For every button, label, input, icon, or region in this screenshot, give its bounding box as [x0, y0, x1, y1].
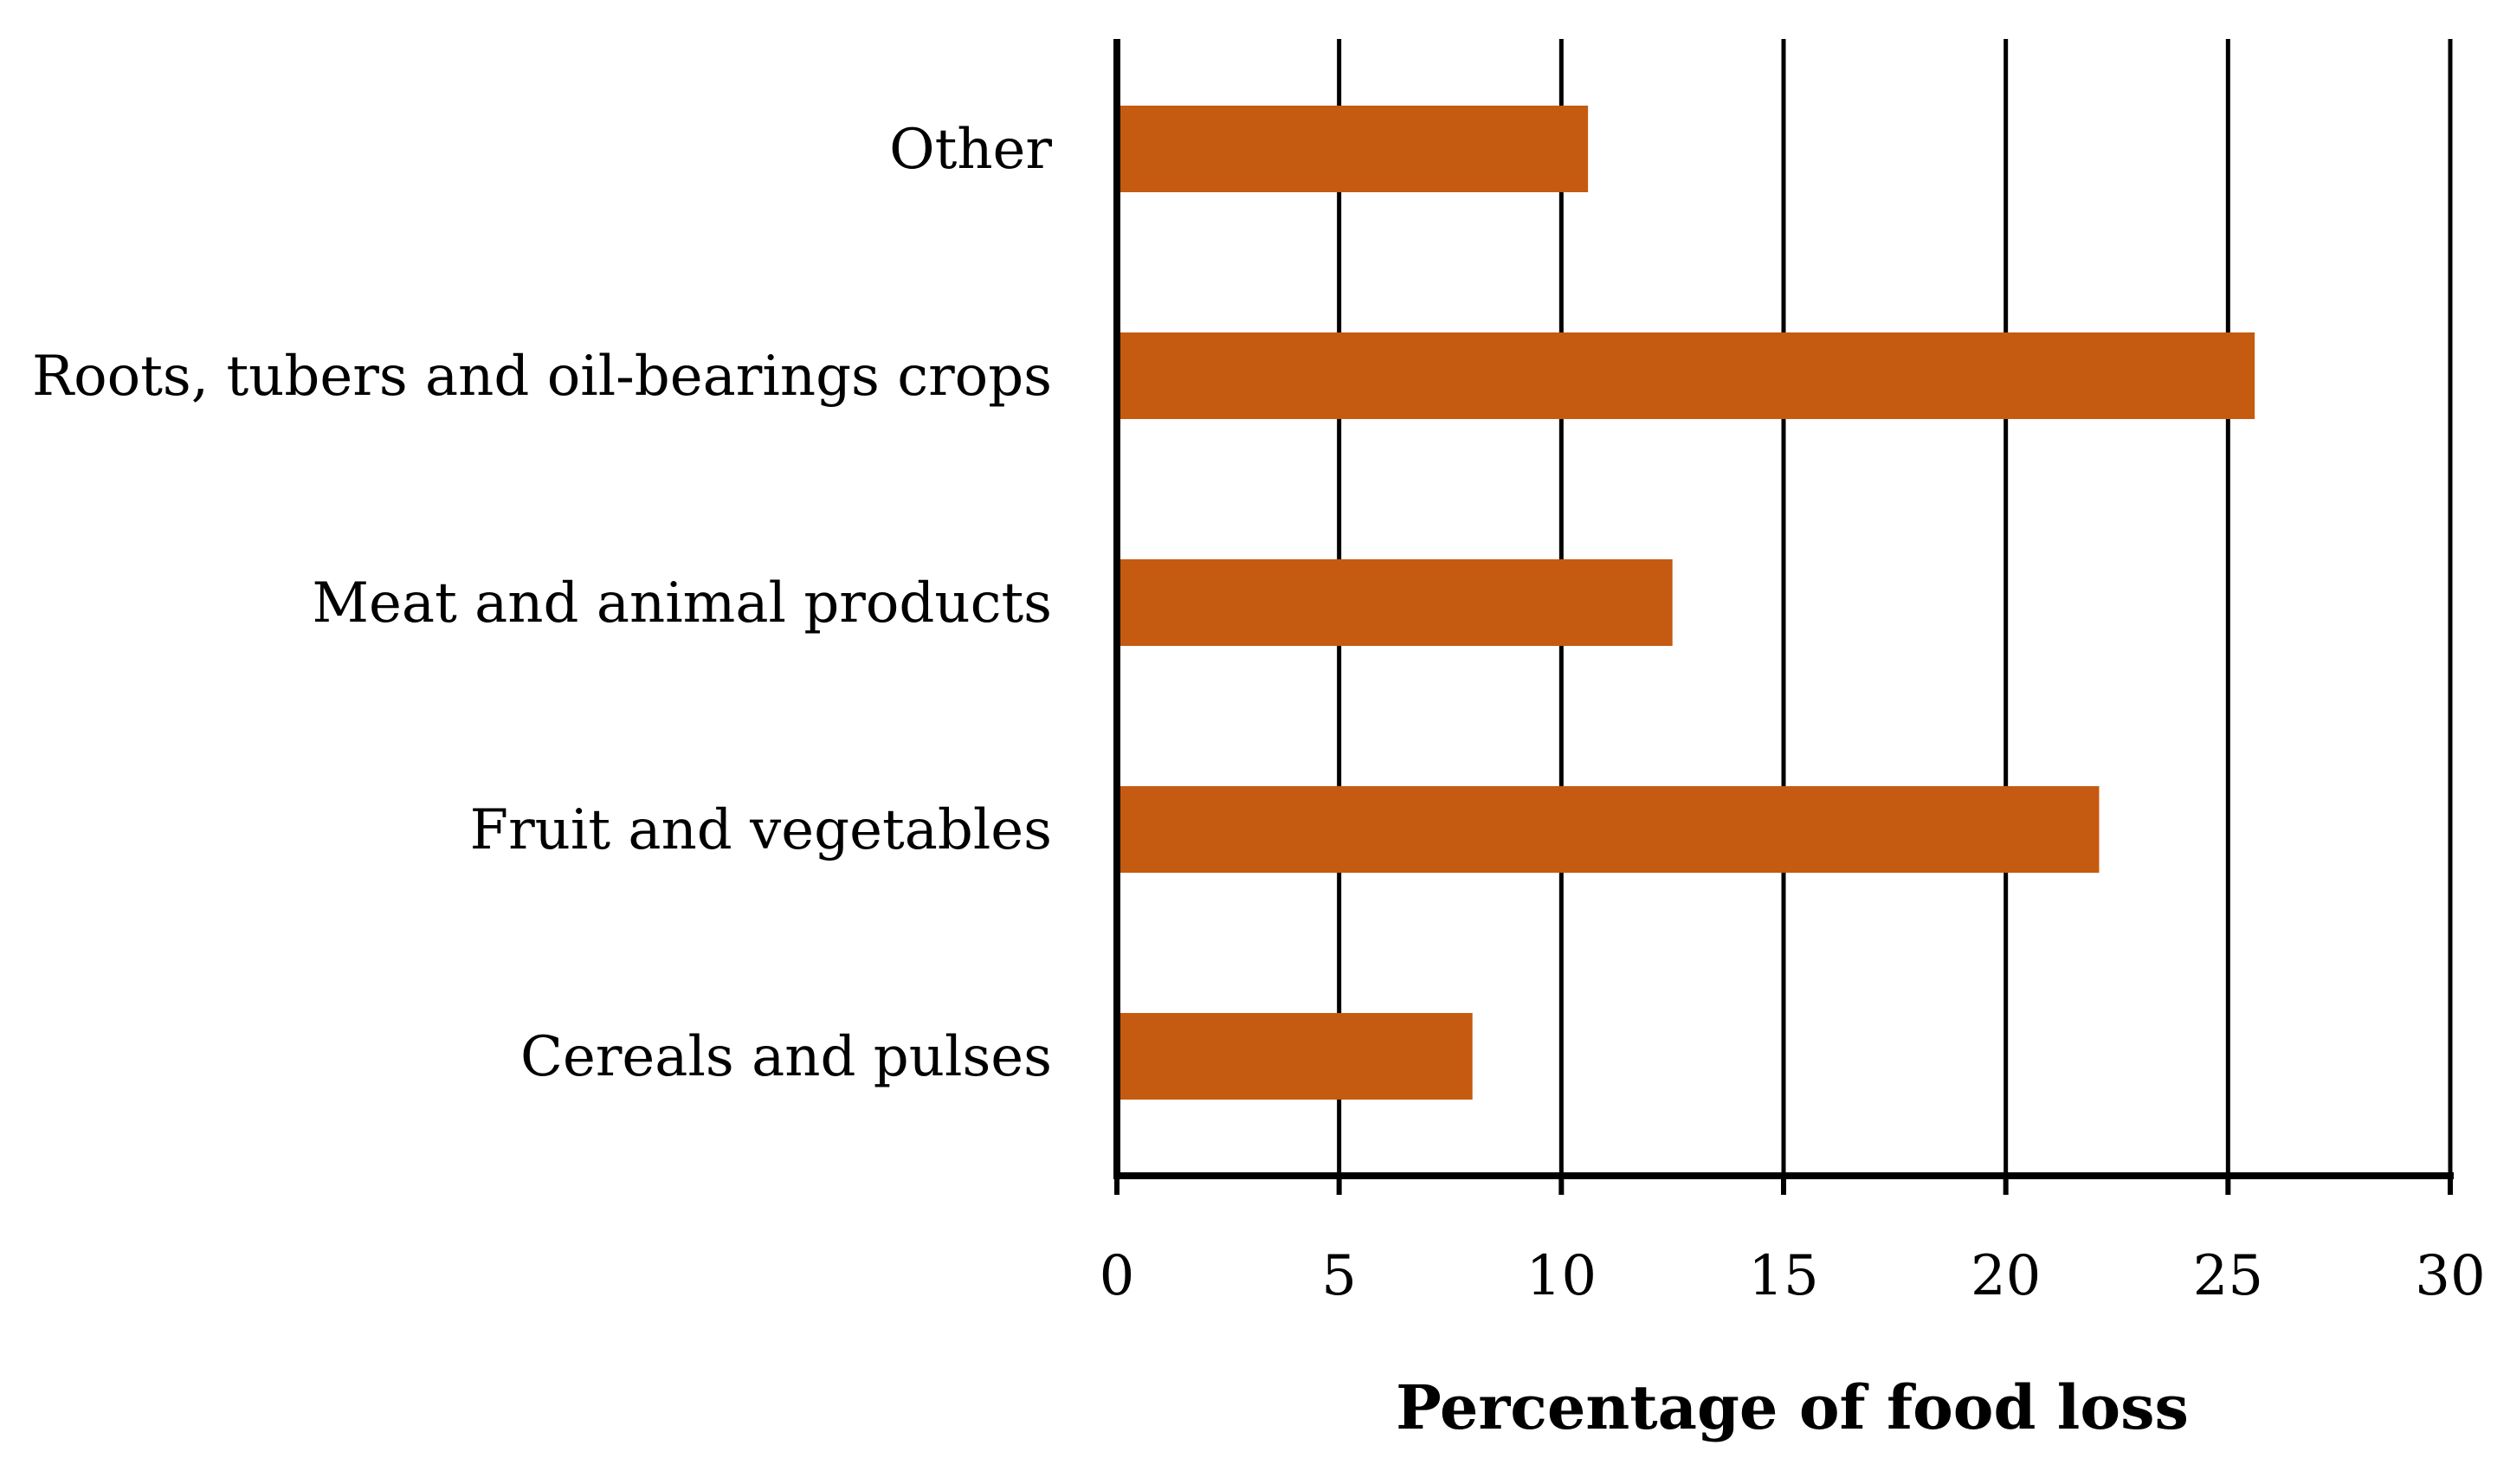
category-label: Cereals and pulses: [520, 1025, 1052, 1089]
category-label: Other: [889, 118, 1052, 182]
bar-fruit-and-vegetables: [1117, 786, 2100, 873]
bar-cereals-and-pulses: [1117, 1013, 1473, 1100]
bar-other: [1117, 106, 1589, 192]
x-tick-label: 30: [2415, 1244, 2485, 1308]
bars: [1117, 106, 2255, 1100]
x-tick-label: 25: [2193, 1244, 2263, 1308]
x-axis-title: Percentage of food loss: [1396, 1371, 2189, 1443]
category-label: Meat and animal products: [313, 571, 1053, 636]
x-tick-label: 0: [1100, 1244, 1135, 1308]
category-label: Roots, tubers and oil-bearings crops: [32, 345, 1052, 409]
x-tick-label: 5: [1321, 1244, 1357, 1308]
x-tick-labels: 0 5 10 15 20 25 30: [1100, 1244, 2486, 1308]
gridlines: [1337, 39, 2453, 1176]
bar-roots-tubers-and-oil-bearings-crops: [1117, 332, 2255, 419]
category-labels: Other Roots, tubers and oil-bearings crop…: [32, 118, 1052, 1089]
bar-meat-and-animal-products: [1117, 559, 1673, 646]
x-tick-label: 20: [1971, 1244, 2041, 1308]
axes: [1113, 39, 2454, 1195]
category-label: Fruit and vegetables: [470, 798, 1052, 862]
x-tick-label: 10: [1526, 1244, 1597, 1308]
x-tick-label: 15: [1748, 1244, 1818, 1308]
